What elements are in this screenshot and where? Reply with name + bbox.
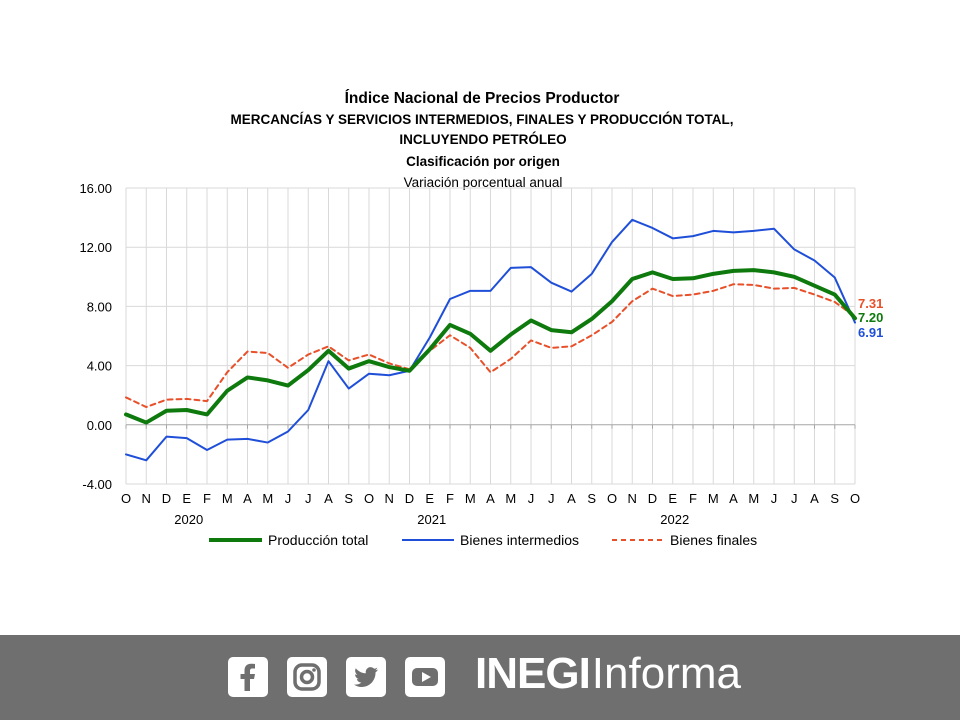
x-tick-label: M [748, 491, 759, 506]
x-tick-label: D [405, 491, 414, 506]
y-tick-label: 12.00 [79, 240, 112, 255]
y-tick-label: 0.00 [87, 418, 112, 433]
x-tick-label: E [425, 491, 434, 506]
facebook-icon[interactable] [228, 657, 268, 697]
x-tick-label: A [810, 491, 819, 506]
chart-subtitle-1: MERCANCÍAS Y SERVICIOS INTERMEDIOS, FINA… [230, 112, 733, 127]
x-tick-label: J [285, 491, 292, 506]
x-tick-label: O [364, 491, 374, 506]
x-tick-label: A [729, 491, 738, 506]
series-line-1 [125, 218, 856, 462]
x-tick-label: A [324, 491, 333, 506]
brand-bold: INEGI [475, 649, 591, 698]
instagram-icon[interactable] [287, 657, 327, 697]
end-value-label: 7.31 [858, 296, 883, 311]
y-tick-label: 4.00 [87, 359, 112, 374]
x-tick-label: J [791, 491, 798, 506]
x-tick-label: M [708, 491, 719, 506]
chart-subtitle-2: INCLUYENDO PETRÓLEO [399, 132, 566, 147]
legend-label: Producción total [268, 532, 368, 548]
y-tick-label: 8.00 [87, 299, 112, 314]
year-label: 2021 [417, 512, 446, 527]
legend-label: Bienes intermedios [460, 532, 579, 548]
x-tick-label: A [243, 491, 252, 506]
x-tick-label: N [628, 491, 637, 506]
youtube-icon[interactable] [405, 657, 445, 697]
legend: Producción total Bienes intermedios Bienes… [209, 532, 757, 548]
x-tick-label: J [305, 491, 312, 506]
end-value-label: 6.91 [858, 325, 883, 340]
x-tick-label: M [465, 491, 476, 506]
x-tick-label: D [162, 491, 171, 506]
x-tick-label: D [648, 491, 657, 506]
x-tick-label: M [222, 491, 233, 506]
x-tick-label: J [528, 491, 535, 506]
x-tick-label: J [548, 491, 555, 506]
x-tick-label: S [344, 491, 353, 506]
y-tick-label: 16.00 [79, 181, 112, 196]
x-tick-label: S [830, 491, 839, 506]
year-label: 2020 [174, 512, 203, 527]
chart-title: Índice Nacional de Precios Productor [345, 90, 620, 107]
chart-subtitle-4: Variación porcentual anual [404, 175, 563, 190]
brand-light: Informa [591, 649, 741, 698]
inegi-informa-logo: INEGI Informa [475, 649, 741, 705]
series-layer [124, 218, 857, 462]
twitter-icon[interactable] [346, 657, 386, 697]
x-tick-label: A [567, 491, 576, 506]
x-tick-label: E [668, 491, 677, 506]
grid [125, 187, 856, 485]
x-tick-label: M [505, 491, 516, 506]
x-tick-label: E [182, 491, 191, 506]
series-line-0 [124, 268, 857, 425]
x-tick-label: N [385, 491, 394, 506]
series-line-2 [125, 283, 856, 409]
x-tick-label: O [607, 491, 617, 506]
x-tick-label: M [262, 491, 273, 506]
y-tick-label: -4.00 [82, 477, 112, 492]
x-tick-label: F [689, 491, 697, 506]
legend-label: Bienes finales [670, 532, 757, 548]
x-tick-label: O [121, 491, 131, 506]
x-tick-label: S [587, 491, 596, 506]
chart: Índice Nacional de Precios Productor MER… [79, 90, 883, 548]
x-tick-label: F [446, 491, 454, 506]
labels-layer: 7.206.91 7.31 [858, 296, 883, 340]
end-value-label: 7.20 [858, 310, 883, 325]
footer-bar: INEGI Informa [0, 635, 960, 720]
x-tick-label: F [203, 491, 211, 506]
chart-subtitle-3: Clasificación por origen [406, 154, 560, 169]
x-tick-label: J [771, 491, 778, 506]
x-tick-label: A [486, 491, 495, 506]
x-tick-label: N [142, 491, 151, 506]
x-tick-label: O [850, 491, 860, 506]
year-label: 2022 [660, 512, 689, 527]
